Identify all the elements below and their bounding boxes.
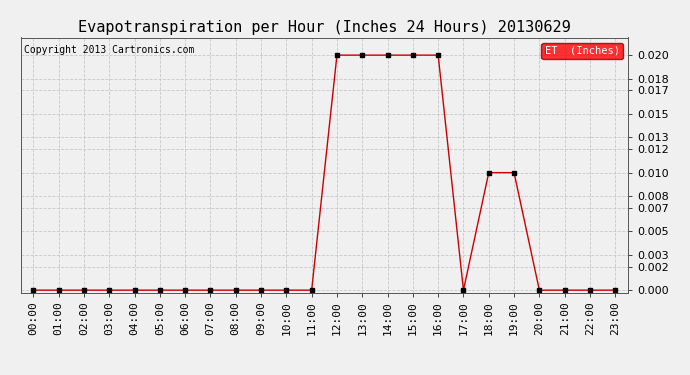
Text: Copyright 2013 Cartronics.com: Copyright 2013 Cartronics.com	[23, 45, 194, 55]
Legend: ET  (Inches): ET (Inches)	[542, 43, 622, 59]
Title: Evapotranspiration per Hour (Inches 24 Hours) 20130629: Evapotranspiration per Hour (Inches 24 H…	[78, 20, 571, 35]
